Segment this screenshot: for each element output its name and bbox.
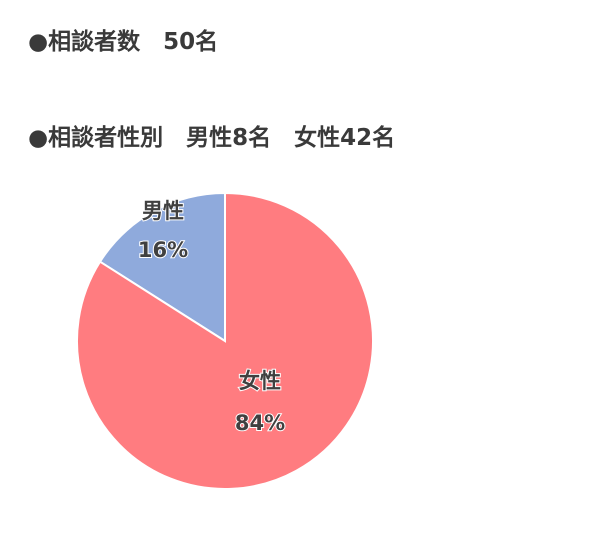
slice-percent-label: 16% (138, 238, 188, 262)
slice-percent-label: 84% (235, 411, 285, 435)
slice-category-label: 女性 (239, 369, 281, 393)
pie-slice-female (76, 191, 374, 490)
pie-slice-male (98, 191, 226, 343)
gender-breakdown-heading: ●相談者性別 男性8名 女性42名 (28, 125, 396, 151)
slice-category-label: 男性 (142, 199, 184, 223)
consultation-count-heading: ●相談者数 50名 (28, 29, 219, 55)
